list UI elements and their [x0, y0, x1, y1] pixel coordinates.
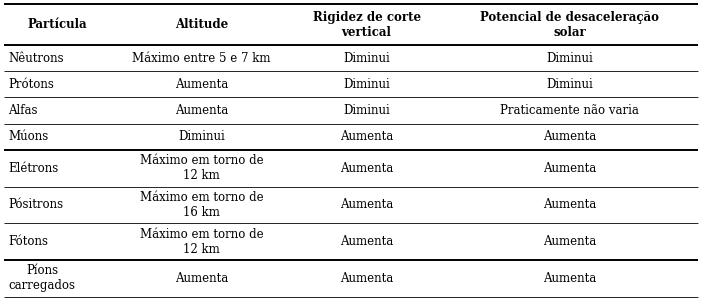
Text: Múons: Múons — [8, 130, 48, 143]
Text: Aumenta: Aumenta — [175, 272, 228, 285]
Text: Aumenta: Aumenta — [543, 162, 597, 175]
Text: Aumenta: Aumenta — [543, 198, 597, 211]
Text: Altitude: Altitude — [175, 18, 228, 31]
Text: Diminui: Diminui — [343, 78, 390, 91]
Text: Aumenta: Aumenta — [543, 235, 597, 248]
Text: Máximo em torno de
12 km: Máximo em torno de 12 km — [140, 154, 263, 182]
Text: Aumenta: Aumenta — [340, 198, 393, 211]
Text: Pósitrons: Pósitrons — [8, 198, 64, 211]
Text: Aumenta: Aumenta — [340, 235, 393, 248]
Text: Nêutrons: Nêutrons — [8, 52, 64, 65]
Text: Diminui: Diminui — [343, 104, 390, 117]
Text: Aumenta: Aumenta — [340, 162, 393, 175]
Text: Potencial de desaceleração
solar: Potencial de desaceleração solar — [480, 11, 659, 39]
Text: Máximo em torno de
16 km: Máximo em torno de 16 km — [140, 191, 263, 219]
Text: Partícula: Partícula — [27, 18, 87, 31]
Text: Aumenta: Aumenta — [340, 272, 393, 285]
Text: Elétrons: Elétrons — [8, 162, 59, 175]
Text: Diminui: Diminui — [547, 78, 593, 91]
Text: Máximo em torno de
12 km: Máximo em torno de 12 km — [140, 227, 263, 255]
Text: Máximo entre 5 e 7 km: Máximo entre 5 e 7 km — [133, 52, 271, 65]
Text: Alfas: Alfas — [8, 104, 38, 117]
Text: Diminui: Diminui — [343, 52, 390, 65]
Text: Diminui: Diminui — [178, 130, 225, 143]
Text: Píons
carregados: Píons carregados — [8, 264, 75, 292]
Text: Aumenta: Aumenta — [175, 104, 228, 117]
Text: Prótons: Prótons — [8, 78, 54, 91]
Text: Praticamente não varia: Praticamente não varia — [501, 104, 640, 117]
Text: Diminui: Diminui — [547, 52, 593, 65]
Text: Aumenta: Aumenta — [543, 130, 597, 143]
Text: Aumenta: Aumenta — [175, 78, 228, 91]
Text: Aumenta: Aumenta — [340, 130, 393, 143]
Text: Rigidez de corte
vertical: Rigidez de corte vertical — [312, 11, 420, 39]
Text: Aumenta: Aumenta — [543, 272, 597, 285]
Text: Fótons: Fótons — [8, 235, 48, 248]
